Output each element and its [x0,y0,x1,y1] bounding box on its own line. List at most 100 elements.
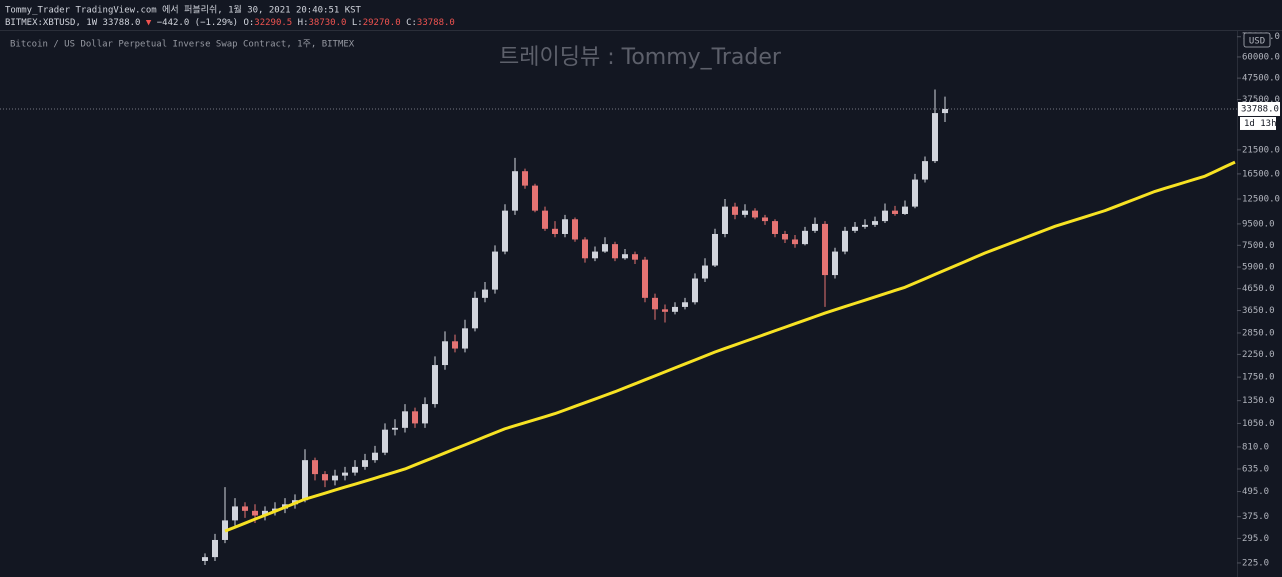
countdown: 1d 13h [1244,119,1277,129]
candle-body [792,239,798,245]
candle-body [392,427,398,430]
change-arrow: ▼ [146,18,152,28]
candle-body [612,244,618,259]
candle-body [672,306,678,312]
candle-body [412,411,418,424]
high-label: H: [298,18,309,28]
candle-body [212,539,218,558]
candle-body [342,472,348,476]
y-tick-label: 9500.0 [1242,219,1275,229]
candle-body [602,244,608,252]
candle-body [462,328,468,349]
symbol-info: BITMEX:XBTUSD, 1W 33788.0 ▼ −442.0 (−1.2… [5,18,455,28]
candle-body [762,217,768,222]
candle-body [852,226,858,231]
candle-body [652,297,658,310]
candle-body [332,475,338,481]
candle-body [362,460,368,467]
y-tick-label: 225.0 [1242,558,1269,568]
y-tick-label: 495.0 [1242,487,1269,497]
y-tick-label: 12500.0 [1242,195,1280,205]
y-tick-label: 3650.0 [1242,306,1275,316]
candle-body [882,210,888,222]
candle-body [922,161,928,180]
y-tick-label: 2250.0 [1242,350,1275,360]
y-tick-label: 810.0 [1242,442,1269,452]
candle-body [732,206,738,215]
candle-body [812,223,818,231]
y-tick-label: 21500.0 [1242,145,1280,155]
candle-body [372,452,378,461]
candle-body [942,108,948,114]
y-tick-label: 7500.0 [1242,241,1275,251]
low-value: 29270.0 [363,18,401,28]
change: −442.0 (−1.29%) [157,18,238,28]
candle-body [572,219,578,240]
watermark: 트레이딩뷰 : Tommy_Trader [499,45,782,70]
y-tick-label: 4650.0 [1242,284,1275,294]
y-tick-label: 1750.0 [1242,373,1275,383]
y-tick-label: 635.0 [1242,464,1269,474]
candle-body [722,206,728,234]
y-tick-label: 5900.0 [1242,263,1275,273]
y-tick-label: 1350.0 [1242,396,1275,406]
axis-unit: USD [1249,37,1265,47]
publish-info: Tommy_Trader TradingView.com 에서 퍼블리쉬, 1월… [5,4,362,16]
open-label: O: [243,18,254,28]
price-tag [1238,101,1280,116]
candle-body [432,365,438,405]
candle-body [642,259,648,298]
candle-body [382,429,388,453]
y-tick-label: 47500.0 [1242,74,1280,84]
candle-body [632,254,638,260]
candle-body [772,221,778,234]
symbol: BITMEX:XBTUSD, 1W [5,18,98,28]
candle-body [452,341,458,349]
candle-body [912,179,918,207]
candle-body [262,510,268,516]
candle-body [742,210,748,215]
candle-body [312,460,318,475]
candle-body [522,171,528,186]
candle-body [692,278,698,303]
candle-body [352,466,358,473]
candle-body [442,341,448,366]
candle-body [502,210,508,252]
y-tick-label: 375.0 [1242,512,1269,522]
candle-body [202,557,208,561]
candle-body [322,474,328,481]
moving-average [224,160,1236,533]
close-value: 33788.0 [417,18,455,28]
candle-body [682,302,688,307]
candle-body [822,223,828,276]
candle-body [482,289,488,298]
candle-body [862,224,868,227]
last-price-label: 33788.0 [1241,104,1279,114]
candle-body [802,230,808,245]
candle-body [902,206,908,214]
candle-body [302,460,308,501]
candle-body [232,506,238,521]
close-label: C: [406,18,417,28]
low-label: L: [352,18,363,28]
unit-box [1243,32,1271,48]
candle-body [492,251,498,290]
high-value: 38730.0 [309,18,347,28]
candle-body [532,185,538,211]
candle-body [702,265,708,279]
candle-body [932,113,938,162]
candle-body [552,228,558,234]
candle-body [472,297,478,329]
last-value: 33788.0 [103,18,141,28]
y-tick-label: 16500.0 [1242,169,1280,179]
y-tick-label: 37500.0 [1242,95,1280,105]
candle-body [662,309,668,312]
candle-body [562,219,568,234]
candle-body [512,171,518,211]
plot-area: 225.0 295.0 375.0 495.0 635.0 810.0 1050.0 1350… [0,32,1280,568]
candle-body [872,221,878,225]
candle-body [402,411,408,428]
